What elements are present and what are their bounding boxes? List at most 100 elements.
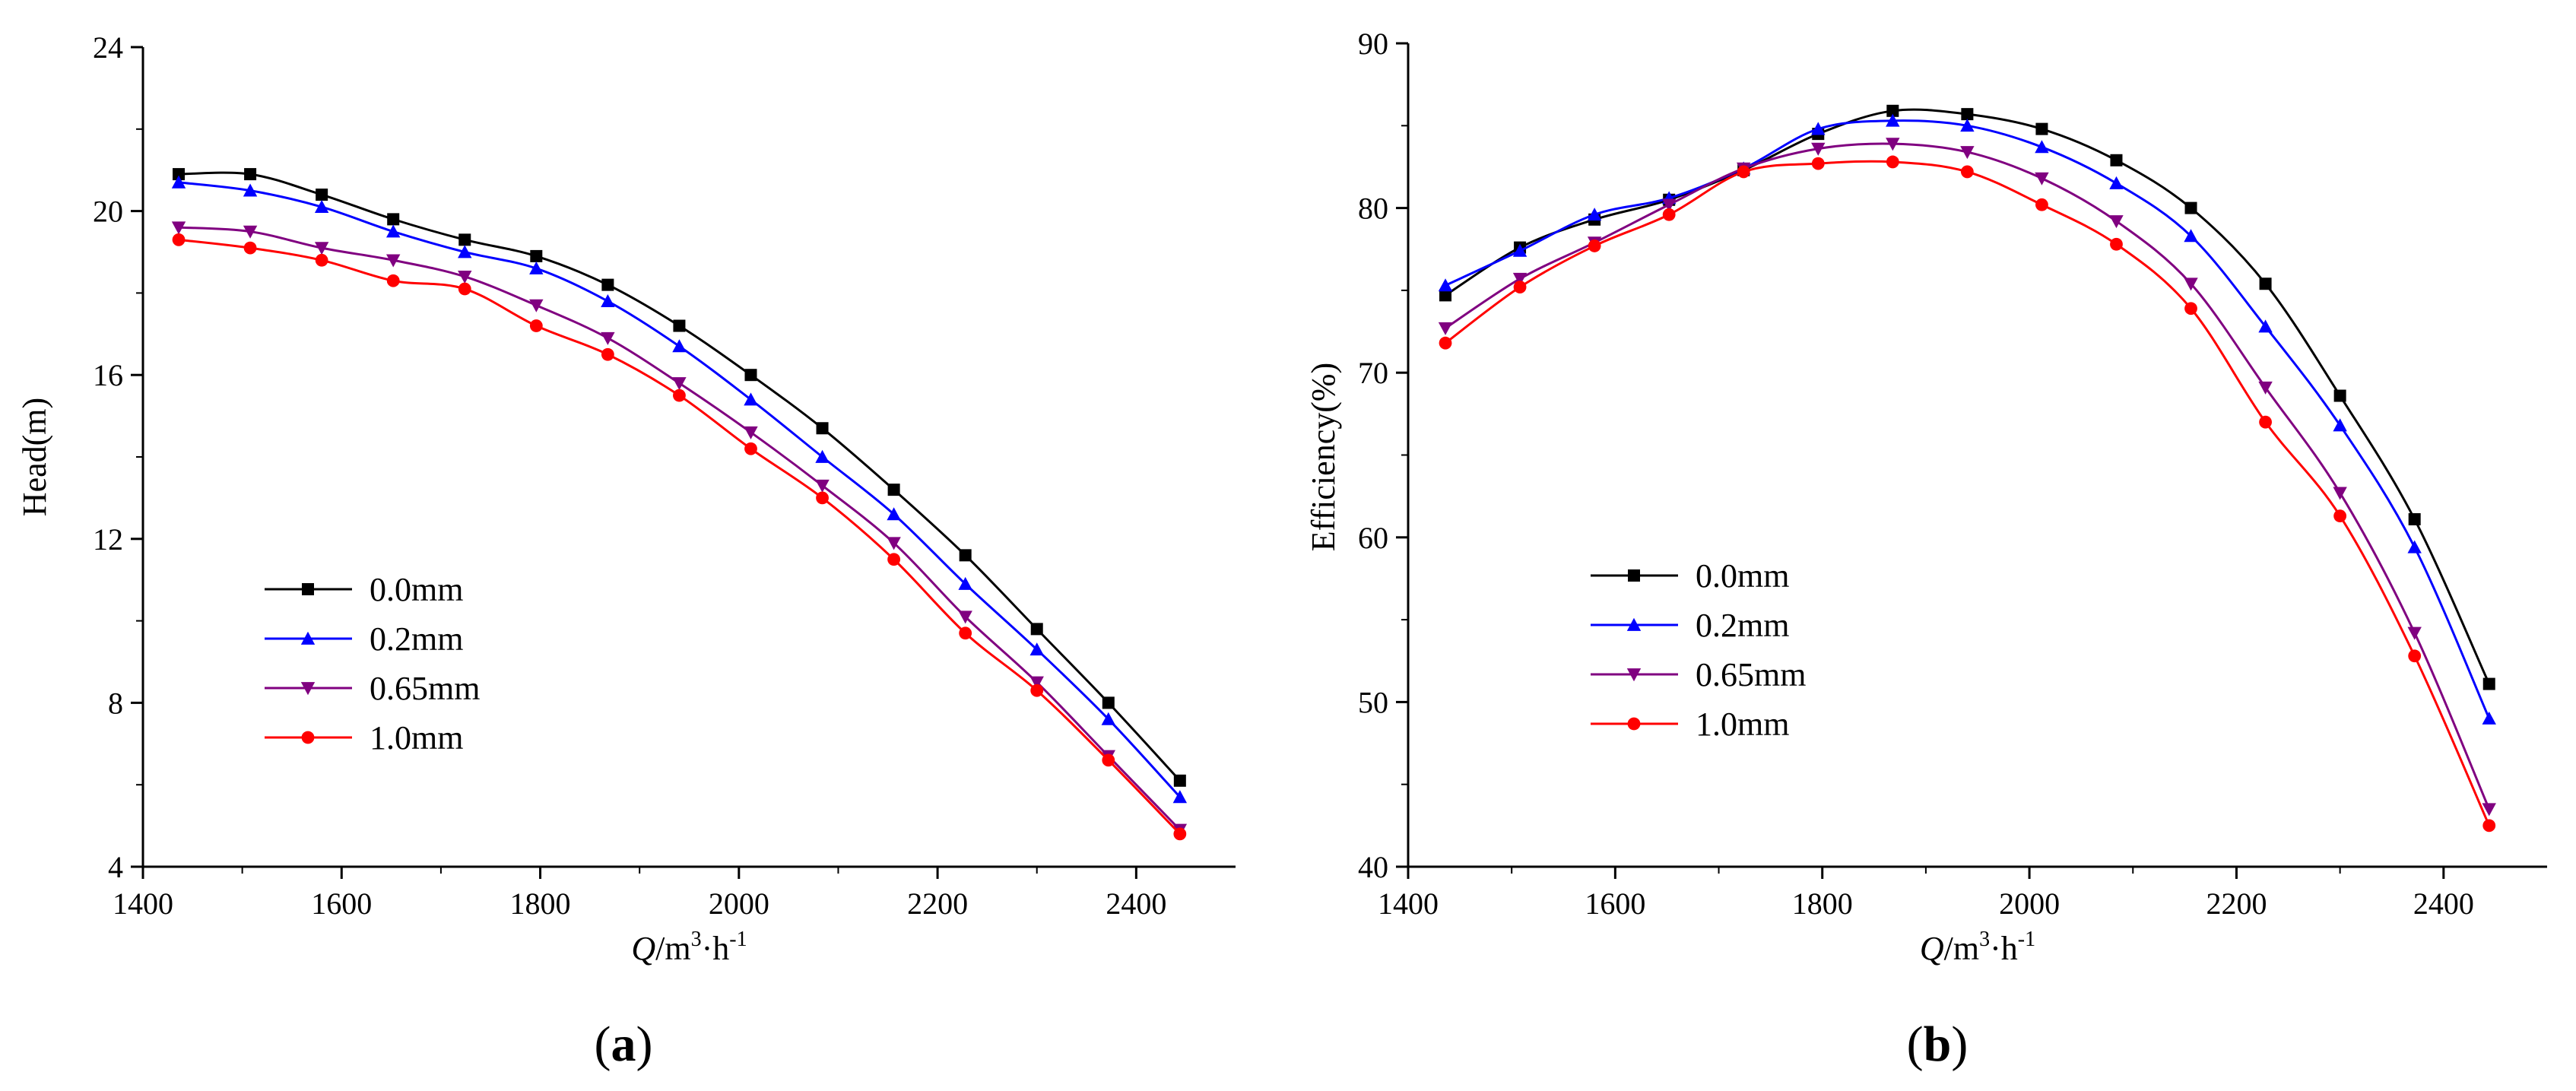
legend-item: 0.65mm: [1591, 656, 1806, 693]
marker-circle: [2482, 819, 2496, 833]
panel-label-letter: b: [1924, 1016, 1952, 1072]
marker-circle: [243, 241, 257, 255]
series-line: [178, 226, 1181, 831]
legend-item: 0.2mm: [1591, 607, 1789, 644]
marker-triangle-up: [958, 576, 972, 590]
marker-square: [2110, 154, 2123, 167]
series-line: [1445, 119, 2491, 719]
marker-square: [2408, 512, 2421, 525]
marker-square: [744, 369, 757, 382]
marker-circle: [816, 491, 829, 505]
x-tick-label: 1400: [1378, 886, 1439, 921]
marker-triangle-down: [2333, 487, 2347, 500]
marker-triangle-down: [672, 377, 687, 391]
marker-square: [959, 549, 972, 562]
marker-triangle-down: [529, 299, 544, 312]
legend-item: 0.0mm: [265, 571, 463, 608]
marker-circle: [1513, 281, 1527, 293]
y-tick-label: 40: [1358, 850, 1388, 884]
legend-label: 1.0mm: [370, 719, 463, 756]
marker-circle: [301, 731, 315, 744]
marker-square: [2035, 122, 2048, 135]
x-tick-label: 1600: [311, 886, 372, 921]
marker-square: [387, 213, 400, 226]
marker-triangle-down: [601, 331, 615, 345]
marker-square: [530, 249, 543, 262]
marker-circle: [1102, 753, 1115, 767]
x-axis-label-sup: -1: [2018, 928, 2035, 951]
x-tick-label: 2400: [2413, 886, 2474, 921]
marker-circle: [673, 389, 686, 402]
y-tick-label: 4: [108, 850, 123, 884]
marker-triangle-down: [815, 479, 830, 493]
marker-triangle-up: [2407, 540, 2422, 553]
series-line: [1445, 108, 2491, 685]
marker-square: [601, 278, 614, 291]
marker-triangle-up: [529, 261, 544, 274]
marker-triangle-up: [1512, 243, 1528, 257]
marker-triangle-up: [171, 175, 186, 189]
marker-triangle-down: [1886, 138, 1900, 151]
marker-triangle-down: [2184, 278, 2198, 291]
y-tick-label: 50: [1358, 685, 1388, 719]
marker-circle: [315, 253, 328, 267]
x-tick-label: 1400: [113, 886, 173, 921]
marker-triangle-down: [2407, 626, 2422, 640]
marker-square: [316, 189, 328, 201]
marker-triangle-down: [744, 426, 758, 439]
marker-triangle-down: [1512, 272, 1528, 286]
marker-square: [2482, 677, 2495, 690]
marker-triangle-down: [300, 682, 316, 696]
marker-circle: [2110, 237, 2123, 251]
y-tick-label: 80: [1358, 192, 1388, 226]
x-tick-label: 1600: [1585, 886, 1645, 921]
marker-square: [816, 422, 829, 435]
x-axis-label-unit: /m: [655, 930, 690, 967]
marker-triangle-up: [1626, 617, 1642, 631]
marker-square: [173, 168, 186, 181]
x-axis-label-sup: 3: [1979, 928, 1990, 951]
marker-triangle-up: [601, 293, 615, 307]
marker-triangle-up: [1438, 278, 1453, 292]
marker-triangle-down: [171, 221, 186, 235]
marker-circle: [1588, 239, 1601, 252]
marker-triangle-up: [2184, 229, 2198, 243]
legend-label: 0.2mm: [1696, 607, 1789, 644]
marker-triangle-up: [2333, 418, 2347, 432]
y-tick-label: 12: [93, 522, 123, 557]
y-tick-label: 60: [1358, 521, 1388, 555]
y-tick-label: 20: [93, 195, 123, 229]
marker-circle: [1627, 717, 1641, 731]
series-0.2mm: [1438, 113, 2496, 725]
marker-triangle-up: [2482, 711, 2496, 725]
marker-square: [1886, 104, 1899, 117]
marker-square: [302, 583, 314, 595]
marker-triangle-down: [2035, 172, 2049, 186]
marker-triangle-up: [2258, 319, 2273, 333]
marker-circle: [2259, 415, 2272, 429]
marker-triangle-up: [1029, 642, 1044, 656]
x-axis-label: Q/m3·h-1: [1920, 928, 2035, 967]
marker-triangle-up: [2109, 176, 2124, 189]
legend-label: 0.65mm: [370, 670, 480, 707]
marker-triangle-down: [1661, 198, 1677, 212]
series-line: [178, 238, 1181, 835]
legend-item: 0.0mm: [1591, 557, 1789, 595]
x-axis-label-q: Q: [631, 930, 655, 967]
legend-label: 0.0mm: [1696, 557, 1789, 595]
panel-label-paren: (: [1907, 1016, 1924, 1072]
marker-square: [244, 168, 257, 181]
panel-label: (b): [1907, 1016, 1968, 1072]
legend-item: 0.2mm: [265, 620, 463, 658]
marker-circle: [529, 319, 543, 332]
series-line: [1445, 160, 2491, 826]
x-axis-label-sup: 3: [691, 928, 702, 951]
chart-panel-b: 1400 1600 1800 2000 2200 2400 40 50 60 70 80 90 Effi…: [1305, 27, 2547, 1072]
marker-triangle-down: [243, 225, 258, 239]
marker-triangle-up: [672, 339, 687, 353]
series-0.65mm: [171, 221, 1188, 837]
marker-circle: [959, 626, 972, 640]
x-axis-label-unit: ·h: [1990, 930, 2018, 967]
marker-triangle-up: [314, 200, 329, 214]
marker-circle: [1439, 336, 1452, 350]
